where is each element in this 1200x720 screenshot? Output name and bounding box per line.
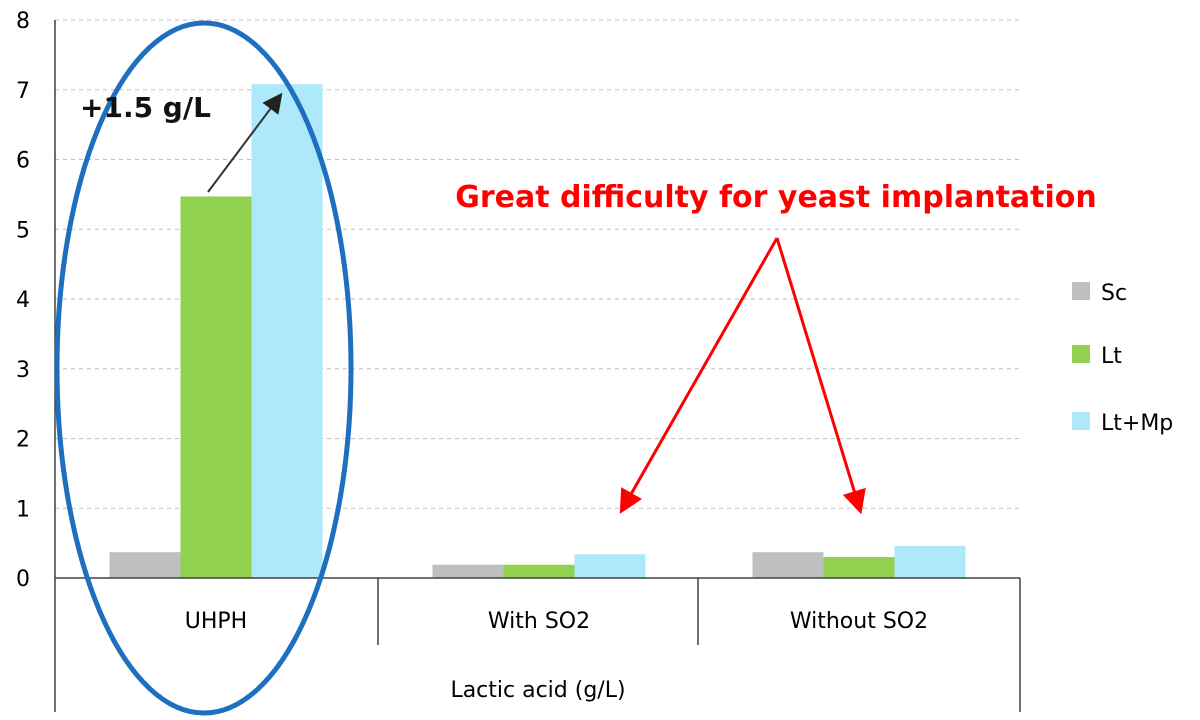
bars [109, 84, 966, 579]
y-tick-label-1: 1 [16, 497, 30, 522]
uhph-highlight-outline [54, 20, 354, 716]
y-tick-label-2: 2 [16, 428, 30, 453]
bar-with-so2-lt-mp [574, 554, 646, 578]
bar-uhph-lt-mp [251, 84, 323, 579]
legend-label-lt: Lt [1101, 344, 1122, 369]
bar-with-so2-lt [503, 564, 575, 578]
increase-arrow [207, 92, 283, 193]
y-tick-label-0: 0 [16, 567, 30, 592]
x-axis-label: Lactic acid (g/L) [450, 678, 625, 703]
increase-annotation: +1.5 g/L [80, 91, 211, 124]
legend-label-lt-mp: Lt+Mp [1101, 411, 1173, 436]
category-label-uhph: UHPH [185, 609, 247, 634]
y-tick-label-7: 7 [16, 79, 30, 104]
legend-swatch-lt [1072, 345, 1090, 363]
difficulty-callout: Great difficulty for yeast implantation [455, 180, 1097, 215]
y-tick-label-4: 4 [16, 288, 30, 313]
category-label-without-so2: Without SO2 [790, 609, 928, 634]
category-labels: UHPH With SO2 Without SO2 [185, 609, 928, 634]
category-label-with-so2: With SO2 [488, 609, 590, 634]
bar-without-so2-lt-mp [894, 545, 966, 578]
legend: Sc Lt Lt+Mp [1072, 281, 1173, 436]
bar-with-so2-sc [432, 564, 504, 578]
legend-label-sc: Sc [1101, 281, 1127, 306]
callout-arrow-left [619, 237, 779, 514]
y-tick-label-8: 8 [16, 9, 30, 34]
y-axis-ticks: 0 1 2 3 4 5 6 7 8 [16, 9, 30, 592]
bar-uhph-lt [180, 196, 252, 578]
bar-without-so2-sc [752, 552, 824, 578]
callout-arrow-right [775, 237, 866, 515]
y-tick-label-5: 5 [16, 218, 30, 243]
bar-without-so2-lt [823, 557, 895, 578]
legend-swatch-sc [1072, 282, 1090, 300]
y-tick-label-3: 3 [16, 358, 30, 383]
y-tick-label-6: 6 [16, 149, 30, 174]
legend-swatch-lt-mp [1072, 412, 1090, 430]
bar-uhph-sc [109, 552, 181, 578]
